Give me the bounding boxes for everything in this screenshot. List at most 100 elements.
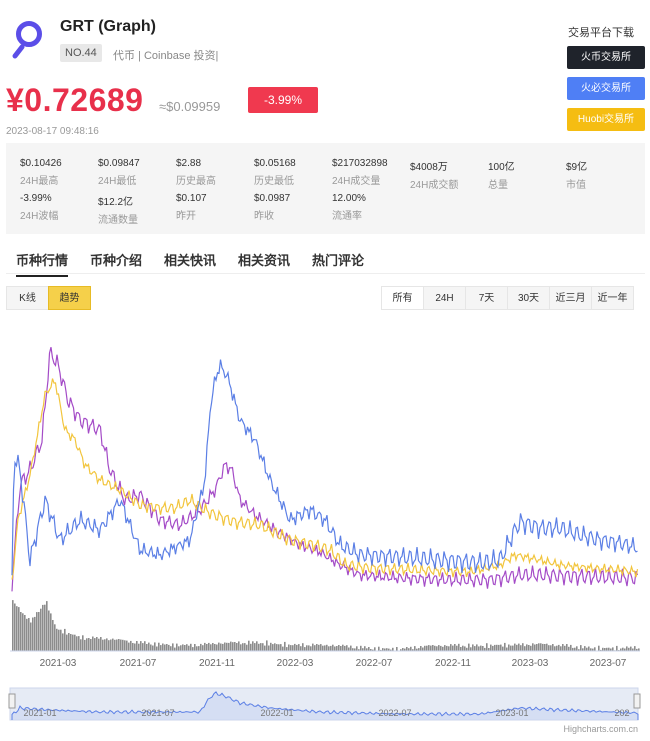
navigator-right-handle[interactable] — [633, 693, 641, 709]
volume-bar — [120, 639, 122, 651]
kline-button[interactable]: K线 — [6, 286, 49, 310]
volume-bar — [272, 644, 274, 651]
volume-bar — [336, 646, 338, 651]
volume-bar — [342, 644, 344, 651]
volume-bar — [138, 643, 140, 651]
stat-24h-turnover: $4008万 24H成交额 — [410, 162, 459, 191]
volume-bar — [200, 643, 202, 651]
tab-comments[interactable]: 热门评论 — [312, 253, 365, 268]
volume-bar — [298, 644, 300, 651]
volume-bar — [190, 643, 192, 651]
volume-bar — [430, 645, 432, 651]
volume-bar — [404, 648, 406, 651]
volume-bar — [452, 645, 454, 651]
volume-bar — [478, 646, 480, 651]
volume-bar — [330, 645, 332, 651]
volume-bar — [488, 648, 490, 651]
volume-bar — [616, 645, 618, 651]
exchange-button-huobi-bi[interactable]: 火必交易所 — [567, 77, 645, 100]
volume-bar — [458, 643, 460, 651]
tab-market[interactable]: 币种行情 — [16, 250, 69, 277]
volume-bar — [414, 646, 416, 651]
volume-bar — [470, 647, 472, 651]
range-30d-button[interactable]: 30天 — [507, 286, 550, 310]
volume-bar — [52, 620, 54, 651]
x-axis-tick-label: 2023-07 — [590, 658, 627, 669]
volume-bar — [566, 644, 568, 651]
volume-bar — [246, 644, 248, 651]
volume-bar — [564, 645, 566, 651]
volume-bar — [150, 644, 152, 651]
volume-bar — [222, 643, 224, 651]
volume-bar — [40, 608, 42, 651]
volume-bar — [82, 635, 84, 651]
range-24h-button[interactable]: 24H — [423, 286, 466, 310]
volume-bar — [416, 648, 418, 651]
volume-bar — [230, 641, 232, 651]
range-all-button[interactable]: 所有 — [381, 286, 424, 310]
volume-bar — [492, 645, 494, 651]
volume-bar — [550, 645, 552, 651]
stat-24h-range: -3.99% 24H波幅 — [20, 193, 59, 222]
volume-bar — [574, 647, 576, 651]
volume-bar — [268, 645, 270, 651]
volume-bar — [464, 646, 466, 651]
volume-bar — [570, 644, 572, 651]
range-7d-button[interactable]: 7天 — [465, 286, 508, 310]
volume-bar — [592, 648, 594, 651]
volume-bar — [498, 644, 500, 651]
volume-bar — [580, 645, 582, 651]
volume-bar — [468, 643, 470, 651]
volume-bar — [170, 646, 172, 651]
volume-bar — [248, 640, 250, 651]
trend-button[interactable]: 趋势 — [48, 286, 91, 310]
exchange-button-huobi[interactable]: 火币交易所 — [567, 46, 645, 69]
volume-bar — [100, 637, 102, 651]
volume-bar — [396, 647, 398, 651]
volume-bar — [152, 645, 154, 651]
section-tabs: 币种行情 币种介绍 相关快讯 相关资讯 热门评论 — [6, 250, 645, 277]
tab-intro[interactable]: 币种介绍 — [90, 253, 143, 268]
volume-bar — [314, 645, 316, 651]
volume-bar — [290, 645, 292, 651]
volume-bar — [374, 647, 376, 651]
volume-bar — [78, 636, 80, 651]
volume-bar — [358, 649, 360, 651]
highcharts-credit[interactable]: Highcharts.com.cn — [563, 724, 638, 734]
volume-bar — [526, 644, 528, 651]
volume-bar — [46, 601, 48, 651]
volume-bar — [28, 618, 30, 651]
volume-bar — [44, 604, 46, 651]
volume-bar — [262, 643, 264, 651]
volume-bar — [636, 648, 638, 651]
volume-bar — [224, 642, 226, 651]
volume-bar — [450, 644, 452, 651]
volume-bar — [502, 646, 504, 651]
tab-flash-news[interactable]: 相关快讯 — [164, 253, 217, 268]
volume-bar — [372, 649, 374, 651]
volume-bar — [406, 647, 408, 651]
navigator-left-handle[interactable] — [8, 693, 16, 709]
volume-bar — [38, 612, 40, 651]
exchange-button-huobi-global[interactable]: Huobi交易所 — [567, 108, 645, 131]
volume-bar — [58, 629, 60, 651]
volume-bar — [638, 648, 640, 651]
x-axis-tick-label: 2022-07 — [356, 658, 393, 669]
volume-bar — [444, 645, 446, 651]
volume-bar — [572, 647, 574, 651]
price-trend-chart[interactable]: 2021-03 2021-07 2021-11 2022-03 2022-07 2022-… — [0, 330, 650, 725]
volume-bar — [428, 645, 430, 651]
volume-bar — [56, 628, 58, 651]
volume-bar — [496, 644, 498, 651]
navigator-tick-label: 2022-07 — [378, 708, 411, 718]
volume-bar — [466, 647, 468, 651]
volume-bar — [438, 645, 440, 651]
range-3m-button[interactable]: 近三月 — [549, 286, 592, 310]
volume-bar — [590, 648, 592, 651]
volume-bar — [540, 643, 542, 651]
tab-news[interactable]: 相关资讯 — [238, 253, 291, 268]
volume-bar — [522, 643, 524, 651]
volume-bar — [504, 642, 506, 651]
price-timestamp: 2023-08-17 09:48:16 — [6, 126, 99, 137]
range-1y-button[interactable]: 近一年 — [591, 286, 634, 310]
